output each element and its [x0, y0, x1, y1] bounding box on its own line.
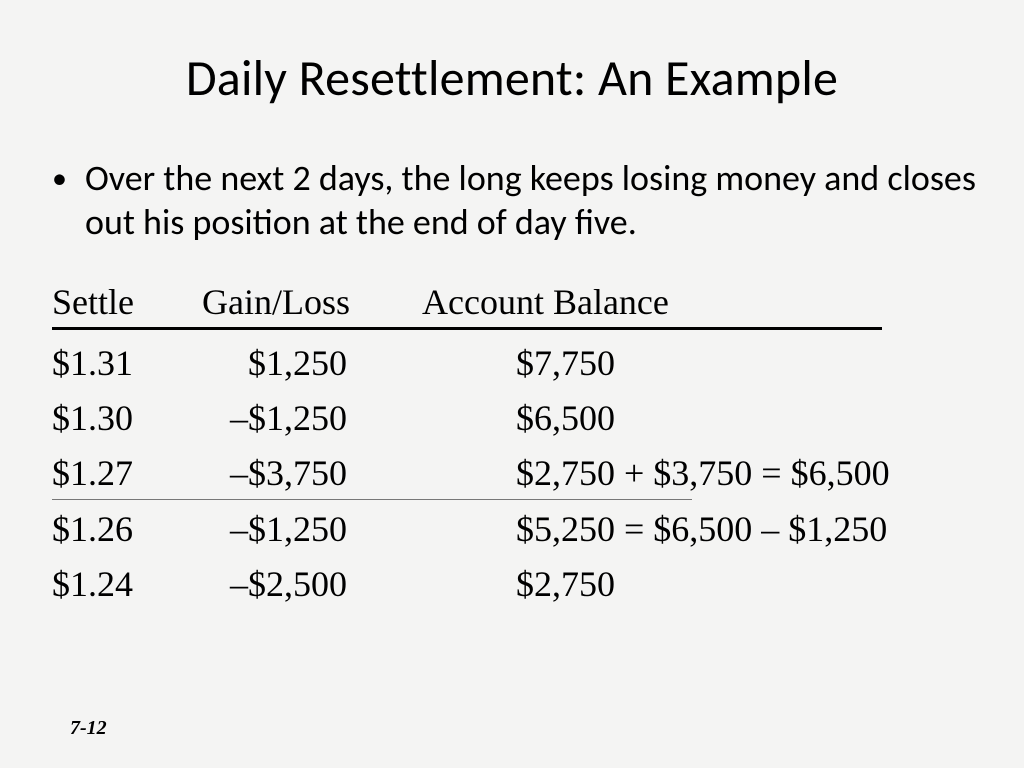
cell-settle: $1.26	[52, 508, 202, 550]
bullet-icon: •	[52, 161, 67, 198]
cell-balance: $5,250 = $6,500 – $1,250	[422, 508, 982, 550]
cell-gain: $1,250	[202, 342, 422, 384]
cell-balance: $2,750	[422, 563, 982, 605]
cell-balance: $2,750 + $3,750 = $6,500	[422, 452, 982, 494]
cell-gain: –$3,750	[202, 452, 422, 494]
col-header-gain: Gain/Loss	[202, 281, 422, 323]
mid-rule	[52, 499, 692, 500]
page-number: 7-12	[70, 717, 107, 740]
cell-settle: $1.31	[52, 342, 202, 384]
bullet-text: Over the next 2 days, the long keeps los…	[85, 157, 982, 245]
cell-settle: $1.30	[52, 397, 202, 439]
cell-balance: $6,500	[422, 397, 982, 439]
table-row: $1.27 –$3,750 $2,750 + $3,750 = $6,500	[52, 446, 982, 501]
table-row: $1.26 –$1,250 $5,250 = $6,500 – $1,250	[52, 502, 982, 557]
cell-gain: –$2,500	[202, 563, 422, 605]
table-header-row: Settle Gain/Loss Account Balance	[52, 279, 982, 327]
col-header-balance: Account Balance	[422, 281, 722, 323]
header-rule	[52, 327, 882, 330]
col-header-settle: Settle	[52, 281, 202, 323]
cell-gain: –$1,250	[202, 397, 422, 439]
table-row: $1.31 $1,250 $7,750	[52, 336, 982, 391]
slide-title: Daily Resettlement: An Example	[42, 48, 982, 109]
cell-settle: $1.24	[52, 563, 202, 605]
slide: Daily Resettlement: An Example • Over th…	[0, 0, 1024, 768]
bullet-item: • Over the next 2 days, the long keeps l…	[42, 157, 982, 245]
settlement-table: Settle Gain/Loss Account Balance $1.31 $…	[42, 279, 982, 612]
cell-gain: –$1,250	[202, 508, 422, 550]
cell-balance: $7,750	[422, 342, 982, 384]
cell-settle: $1.27	[52, 452, 202, 494]
table-row: $1.30 –$1,250 $6,500	[52, 391, 982, 446]
table-row: $1.24 –$2,500 $2,750	[52, 557, 982, 612]
